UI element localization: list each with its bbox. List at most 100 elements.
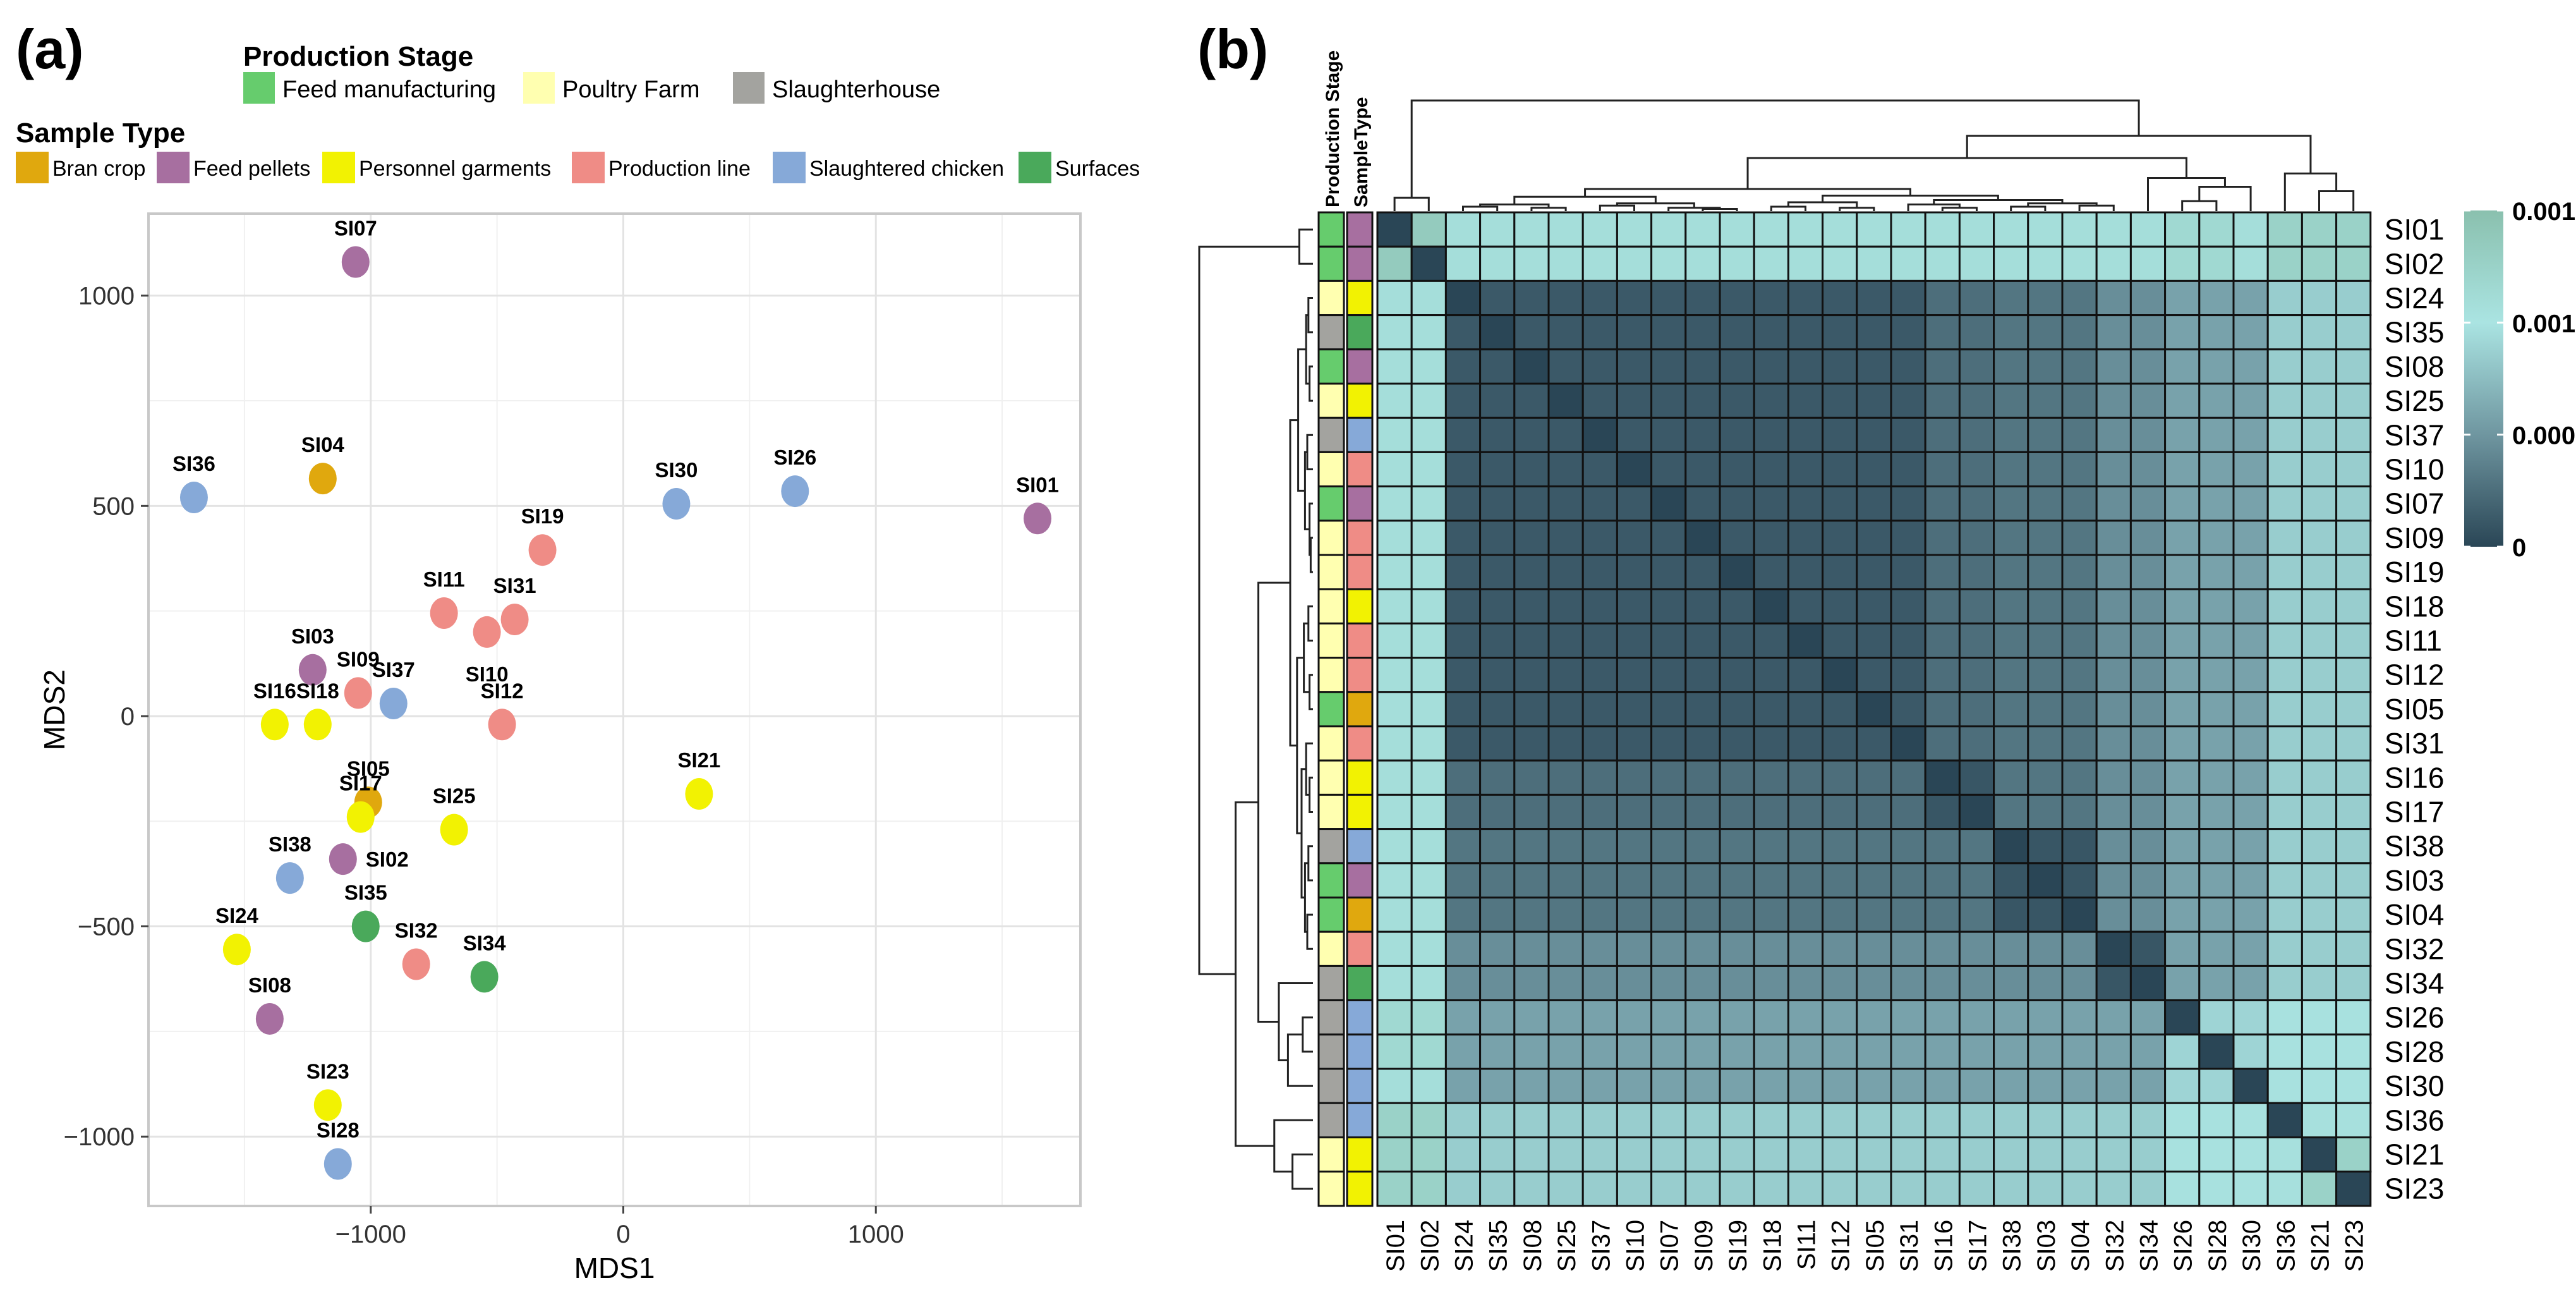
heatmap-cell [2232, 554, 2269, 590]
heatmap-cell [2266, 1102, 2303, 1138]
heatmap-cell [2232, 793, 2269, 831]
heatmap-cell [2266, 485, 2303, 522]
y-tick-label: 500 [92, 492, 135, 520]
heatmap-cell [1787, 896, 1824, 933]
heatmap-cell [1581, 896, 1618, 933]
heatmap-cell [1856, 828, 1892, 865]
heatmap-cell [1444, 211, 1482, 248]
heatmap-cell [2095, 862, 2132, 899]
heatmap-cell [2129, 348, 2167, 385]
heatmap-cell [1856, 417, 1892, 453]
heatmap-cell [1616, 828, 1653, 865]
heatmap-cell [2198, 588, 2235, 624]
heatmap-cell [1376, 896, 1413, 933]
heatmap-cell [1719, 245, 1755, 282]
heatmap-cell [1822, 1068, 1858, 1104]
heatmap-cell [1547, 451, 1584, 488]
heatmap-cell [2129, 657, 2167, 693]
heatmap-cell [2061, 691, 2098, 728]
heatmap-cell [2095, 965, 2132, 1002]
heatmap-cell [1753, 930, 1789, 967]
heatmap-cell [2266, 1068, 2303, 1104]
heatmap-cell [1890, 896, 1926, 933]
data-point [346, 801, 375, 833]
heatmap-cell [2198, 828, 2235, 865]
heatmap-cell [2301, 759, 2338, 796]
heatmap-cell [1684, 725, 1721, 762]
heatmap-cell [2164, 451, 2201, 488]
heatmap-cell [2335, 999, 2372, 1036]
heatmap-cell [1616, 896, 1653, 933]
dendrogram-branch [2078, 204, 2115, 211]
point-label: SI38 [269, 832, 311, 856]
heatmap-cell [2301, 279, 2338, 317]
heatmap-cell [1479, 862, 1516, 899]
heatmap-cell [1581, 279, 1618, 317]
heatmap-cell [1822, 245, 1858, 282]
heatmap-cell [1616, 1102, 1653, 1138]
heatmap-cell [2266, 588, 2303, 624]
heatmap-cell [2095, 314, 2132, 351]
point-label: SI25 [433, 784, 476, 808]
data-point [500, 603, 529, 635]
heatmap-cell [1958, 279, 1995, 317]
heatmap-cell [2232, 1136, 2269, 1173]
heatmap-cell [2232, 1068, 2269, 1104]
heatmap-cell [1753, 725, 1789, 762]
heatmap-cell [2198, 1136, 2235, 1173]
data-point [303, 709, 332, 741]
heatmap-cell [1444, 1033, 1482, 1070]
heatmap-cell [2095, 1136, 2132, 1173]
heatmap-cell [1410, 862, 1447, 899]
heatmap-cell [1822, 725, 1858, 762]
stage-annotation-cell [1317, 382, 1345, 419]
heatmap-cell [1376, 1102, 1413, 1138]
point-label: SI16 [253, 679, 296, 702]
heatmap-cell [2335, 554, 2372, 590]
stage-annotation-cell [1317, 759, 1345, 796]
dendrogram-branch [1393, 197, 1430, 211]
point-label: SI32 [395, 918, 438, 942]
dendrogram-branch [1599, 204, 1635, 211]
heatmap-cell [1924, 691, 1961, 728]
heatmap-cell [2266, 657, 2303, 693]
row-label: SI07 [2385, 487, 2445, 520]
heatmap-cell [1513, 930, 1550, 967]
heatmap-cell [2335, 759, 2372, 796]
dendrogram-branch [1309, 776, 1313, 813]
heatmap-cell [2027, 657, 2064, 693]
heatmap-cell [1787, 930, 1824, 967]
heatmap-cell [1547, 382, 1584, 419]
heatmap-cell [1376, 828, 1413, 865]
dendrogram-branch [1278, 982, 1313, 1061]
heatmap-cell [1513, 657, 1550, 693]
heatmap-cell [1719, 1102, 1755, 1138]
heatmap-cell [2129, 485, 2167, 522]
heatmap-cell [1650, 622, 1687, 659]
dendrogram-branch [1298, 228, 1313, 265]
heatmap-cell [1822, 622, 1858, 659]
heatmap-cell [1753, 245, 1789, 282]
heatmap-cell [1753, 417, 1789, 453]
sample-type-annotation-cell [1346, 896, 1374, 933]
heatmap-cell [1581, 554, 1618, 590]
heatmap-cell [1924, 382, 1961, 419]
heatmap-cell [1410, 1171, 1447, 1207]
heatmap-cell [1376, 588, 1413, 624]
heatmap-cell [1684, 759, 1721, 796]
heatmap-cell [2027, 965, 2064, 1002]
heatmap-cell [1890, 588, 1926, 624]
sample-type-annotation-cell [1346, 1136, 1374, 1173]
heatmap-cell [1410, 828, 1447, 865]
heatmap-cell [2335, 451, 2372, 488]
point-label: SI11 [423, 568, 465, 591]
heatmap-cell [1787, 828, 1824, 865]
heatmap-cell [1753, 999, 1789, 1036]
heatmap-cell [2266, 965, 2303, 1002]
heatmap-cell [1958, 1171, 1995, 1207]
column-label: SI09 [1690, 1220, 1718, 1272]
heatmap-cell [1753, 451, 1789, 488]
heatmap-cell [1753, 657, 1789, 693]
heatmap-cell [2232, 588, 2269, 624]
heatmap-cell [1890, 1136, 1926, 1173]
